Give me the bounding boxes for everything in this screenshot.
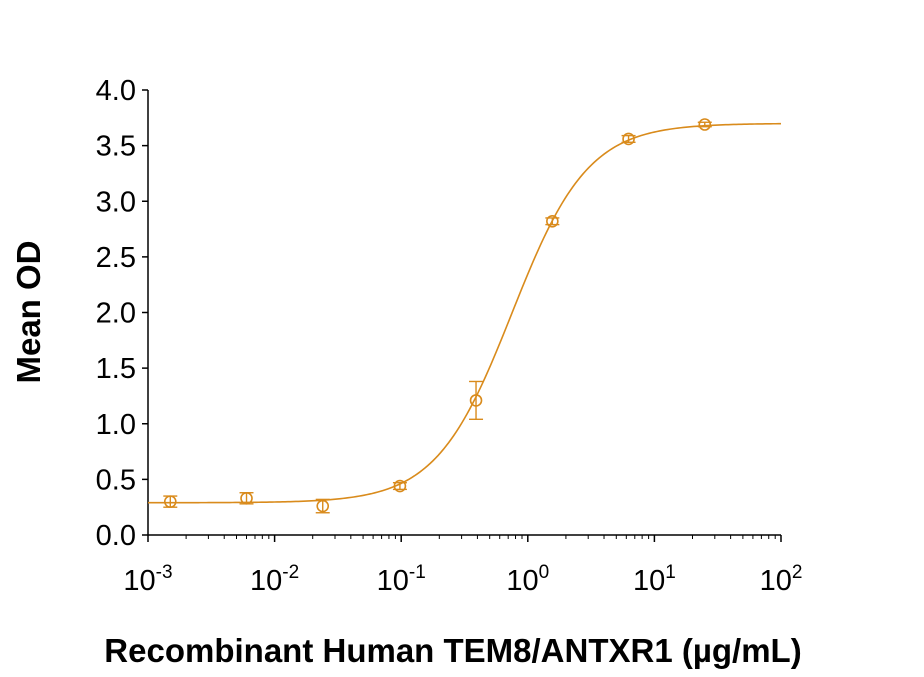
- x-tick-label: 10-2: [250, 562, 299, 597]
- data-points: [163, 118, 712, 514]
- y-tick-label: 2.0: [96, 298, 136, 330]
- x-tick-label: 101: [633, 562, 676, 597]
- y-tick-label: 1.5: [96, 353, 136, 385]
- y-tick-label: 3.0: [96, 186, 136, 218]
- data-point: [469, 394, 483, 407]
- axis-ticks: [142, 89, 782, 542]
- axes: [147, 90, 781, 536]
- data-point: [698, 118, 712, 131]
- data-point: [316, 499, 330, 513]
- x-tick-label: 10-3: [123, 562, 172, 597]
- y-tick-label: 4.0: [96, 75, 136, 107]
- data-point: [240, 491, 253, 505]
- x-axis-title: Recombinant Human TEM8/ANTXR1 (µg/mL): [104, 632, 801, 669]
- fit-curve: [148, 122, 782, 504]
- y-tick-label: 0.0: [96, 520, 136, 552]
- data-point: [393, 479, 407, 493]
- tick-labels: 0.0 0.5 1.0 1.5 2.0 2.5 3.0 3.5 4.0 10-3 10-2 10-1 1…: [96, 75, 803, 597]
- data-point: [163, 495, 177, 508]
- x-tick-label: 102: [760, 562, 803, 597]
- data-point: [622, 132, 635, 146]
- y-tick-label: 1.0: [96, 409, 136, 441]
- y-axis-title: Mean OD: [10, 240, 47, 383]
- fit-curve-group: [148, 122, 782, 504]
- y-tick-label: 0.5: [96, 464, 136, 496]
- x-tick-label: 10-1: [377, 562, 426, 597]
- y-tick-label: 3.5: [96, 131, 136, 163]
- x-tick-label: 100: [506, 562, 549, 597]
- data-point: [546, 214, 559, 228]
- y-tick-label: 2.5: [96, 242, 136, 274]
